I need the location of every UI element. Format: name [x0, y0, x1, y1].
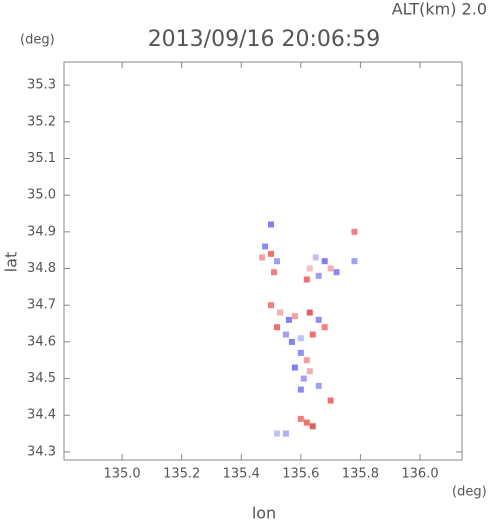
echo-point — [259, 254, 266, 261]
echo-point — [306, 309, 313, 316]
echo-point — [303, 419, 310, 426]
y-tick-label: 34.6 — [27, 334, 56, 349]
x-unit: (deg) — [452, 485, 487, 500]
echo-point — [315, 316, 322, 323]
echo-point — [297, 386, 304, 393]
echo-point — [285, 316, 292, 323]
x-tick-label: 135.4 — [223, 467, 260, 482]
x-axis-label: lon — [252, 504, 276, 521]
echo-point — [291, 364, 298, 371]
echo-point — [321, 258, 328, 265]
echo-point — [271, 269, 278, 276]
echo-point — [327, 265, 334, 272]
echo-point — [297, 335, 304, 342]
y-tick-label: 34.9 — [27, 224, 56, 239]
echo-point — [321, 324, 328, 331]
y-tick-label: 35.0 — [27, 188, 56, 203]
echo-point — [327, 397, 334, 404]
chart-title: 2013/09/16 20:06:59 — [148, 27, 381, 52]
x-tick-label: 136.0 — [401, 467, 438, 482]
echo-point — [274, 324, 281, 331]
y-tick-label: 35.2 — [27, 114, 56, 129]
y-axis-label: lat — [2, 252, 21, 273]
echo-point — [282, 430, 289, 437]
echo-point — [291, 313, 298, 320]
x-tick-label: 135.8 — [342, 467, 379, 482]
echo-point — [312, 254, 319, 261]
y-tick-label: 34.7 — [27, 298, 56, 313]
echo-point — [297, 349, 304, 356]
echo-point — [282, 331, 289, 338]
echo-point — [274, 430, 281, 437]
echo-point — [276, 309, 283, 316]
echo-point — [315, 382, 322, 389]
x-tick-label: 135.6 — [282, 467, 319, 482]
y-unit: (deg) — [20, 33, 55, 48]
echo-point — [303, 357, 310, 364]
echo-point — [315, 272, 322, 279]
y-tick-label: 35.1 — [27, 151, 56, 166]
echo-point — [297, 415, 304, 422]
echo-point — [262, 243, 269, 250]
echo-point — [268, 250, 275, 257]
echo-point — [351, 228, 358, 235]
echo-point — [306, 265, 313, 272]
y-tick-label: 34.4 — [27, 408, 56, 423]
echo-point — [309, 331, 316, 338]
x-tick-label: 135.0 — [103, 467, 140, 482]
echo-point — [274, 258, 281, 265]
y-tick-label: 34.5 — [27, 371, 56, 386]
altitude-label: ALT(km) 2.0 — [392, 0, 487, 19]
y-tick-label: 35.3 — [27, 78, 56, 93]
y-tick-label: 34.8 — [27, 261, 56, 276]
echo-point — [303, 276, 310, 283]
echo-point — [306, 368, 313, 375]
echo-point — [300, 375, 307, 382]
echo-point — [309, 423, 316, 430]
echo-point — [333, 269, 340, 276]
echo-point — [351, 258, 358, 265]
y-tick-label: 34.3 — [27, 444, 56, 459]
x-tick-label: 135.2 — [163, 467, 200, 482]
echo-point — [268, 302, 275, 309]
plot-frame — [63, 61, 463, 461]
echo-point — [288, 338, 295, 345]
echo-point — [268, 221, 275, 228]
